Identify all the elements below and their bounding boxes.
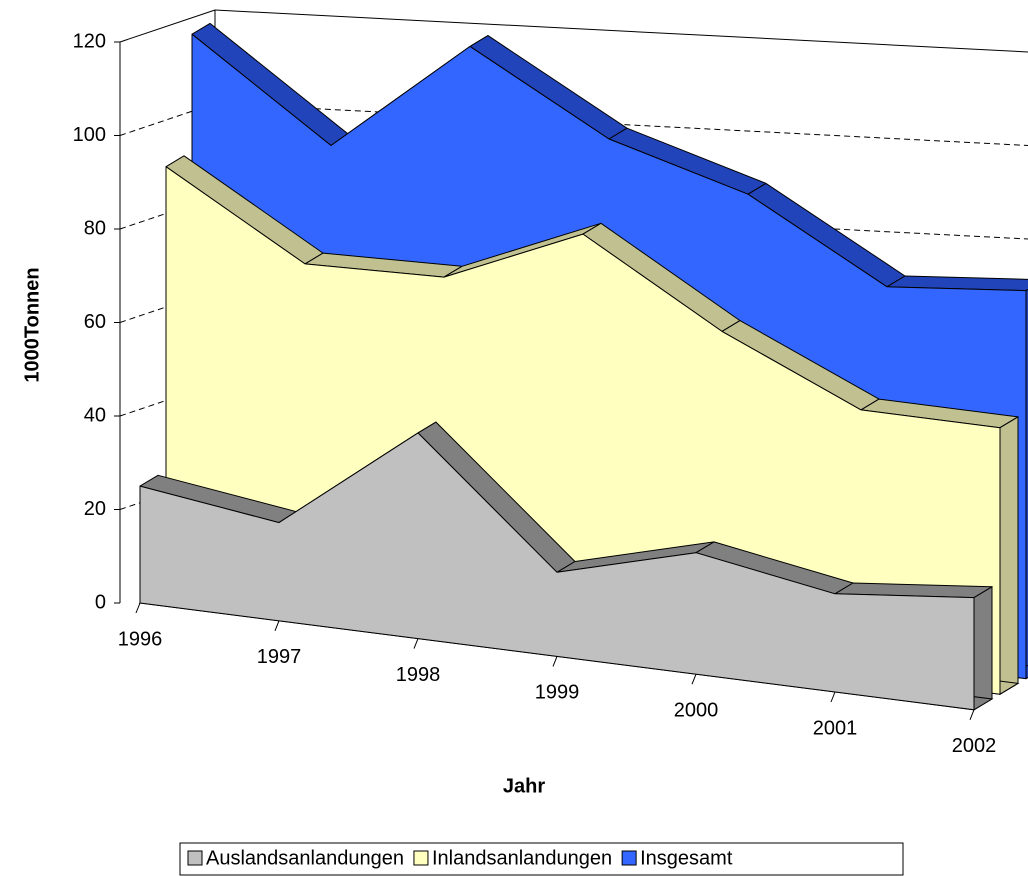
legend-swatch	[187, 850, 203, 866]
x-tick	[552, 656, 558, 667]
wall-edge	[119, 9, 216, 43]
x-tick	[274, 620, 280, 631]
y-tick-label: 40	[84, 404, 106, 426]
y-tick-label: 80	[84, 217, 106, 239]
legend-label: Inlandsanlandungen	[432, 847, 612, 869]
area	[139, 432, 975, 711]
y-tick-label: 0	[95, 591, 106, 613]
x-tick-label: 1997	[257, 646, 302, 668]
legend-label: Insgesamt	[640, 847, 733, 869]
legend-swatch	[621, 850, 637, 866]
legend	[179, 842, 904, 876]
legend-label: Auslandsanlandungen	[206, 847, 404, 869]
x-tick	[135, 602, 141, 614]
x-tick-label: 1996	[118, 628, 163, 650]
x-tick-label: 1998	[396, 664, 441, 686]
grid-line	[214, 103, 1028, 146]
x-axis-title: Jahr	[503, 775, 545, 797]
x-tick-label: 2000	[674, 699, 719, 721]
area-side	[973, 585, 993, 711]
y-tick-label: 100	[73, 124, 106, 146]
legend-swatch	[413, 850, 429, 866]
x-tick	[830, 691, 836, 703]
x-tick	[969, 709, 975, 720]
wall-edge	[214, 9, 1028, 53]
x-tick-label: 2001	[813, 717, 858, 739]
x-tick-label: 1999	[535, 682, 580, 704]
y-tick-label: 60	[84, 311, 106, 333]
y-tick-label: 20	[84, 498, 106, 520]
x-tick	[691, 674, 697, 685]
y-axis-title: 1000Tonnen	[21, 267, 43, 382]
x-tick-label: 2002	[952, 735, 997, 757]
y-tick-label: 120	[73, 30, 106, 52]
x-tick	[413, 638, 419, 649]
area-side	[999, 416, 1019, 696]
